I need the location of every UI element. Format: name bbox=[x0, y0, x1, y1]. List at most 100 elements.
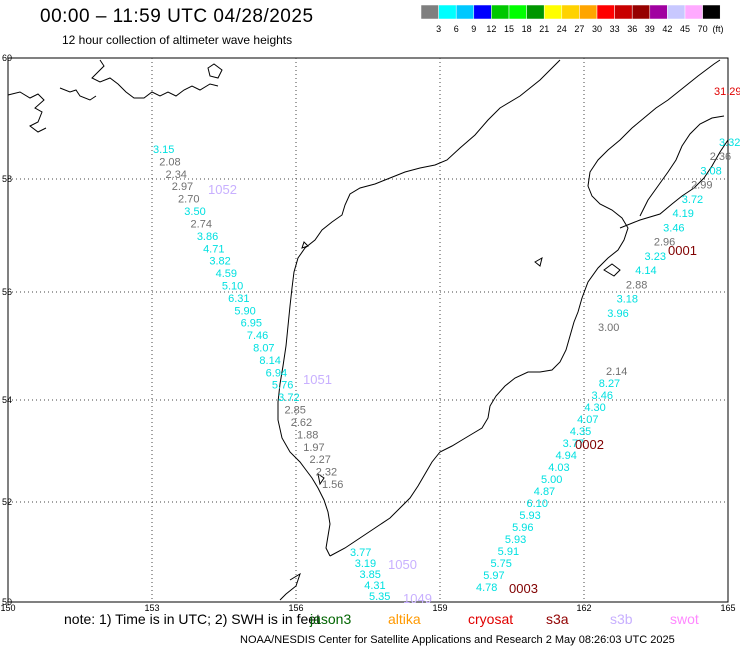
wave-height-label: 2.32 bbox=[316, 467, 337, 479]
wave-height-label: 3.00 bbox=[598, 322, 619, 334]
wave-height-label: 1.88 bbox=[297, 429, 318, 441]
satellite-jason3: jason3 bbox=[310, 611, 352, 627]
wave-height-label: 2.27 bbox=[309, 454, 330, 466]
wave-height-label: 8.27 bbox=[599, 378, 620, 390]
wave-height-label: 3.85 bbox=[360, 569, 381, 581]
lat-label: 52 bbox=[2, 497, 12, 507]
note-text: note: 1) Time is in UTC; 2) SWH is in fe… bbox=[64, 611, 320, 627]
wave-height-label: 5.90 bbox=[234, 305, 255, 317]
track-id: 1050 bbox=[388, 557, 417, 572]
wave-height-label: 4.35 bbox=[570, 426, 591, 438]
satellite-s3b: s3b bbox=[610, 611, 633, 627]
wave-height-label: 4.19 bbox=[672, 208, 693, 220]
legend-label: 27 bbox=[574, 24, 584, 34]
lat-label: 58 bbox=[2, 174, 12, 184]
wave-height-label: 5.00 bbox=[541, 474, 562, 486]
wave-height-label: 2.88 bbox=[626, 279, 647, 291]
legend-label: 42 bbox=[662, 24, 672, 34]
wave-height-label: 1.97 bbox=[303, 442, 324, 454]
wave-height-label: 2.96 bbox=[654, 237, 675, 249]
satellite-s3a: s3a bbox=[546, 611, 569, 627]
wave-height-label: 8.14 bbox=[259, 355, 280, 367]
track-id: 1049 bbox=[403, 591, 432, 606]
track-ids: 1052 1051 1050 1049 0001 0002 0003 bbox=[208, 182, 697, 606]
wave-height-label: 3.19 bbox=[355, 558, 376, 570]
legend-label: 30 bbox=[592, 24, 602, 34]
wave-height-label: 4.03 bbox=[548, 462, 569, 474]
wave-height-label: 3.46 bbox=[592, 390, 613, 402]
lat-label: 54 bbox=[2, 395, 12, 405]
legend-label: 12 bbox=[486, 24, 496, 34]
wave-height-label: 2.62 bbox=[291, 417, 312, 429]
wave-height-label: 5.10 bbox=[222, 280, 243, 292]
track-id: 0002 bbox=[575, 437, 604, 452]
wave-height-label: 3.96 bbox=[607, 308, 628, 320]
wave-height-label: 2.97 bbox=[172, 181, 193, 193]
wave-height-label: 8.07 bbox=[253, 343, 274, 355]
wave-height-label: 2.08 bbox=[159, 156, 180, 168]
wave-height-label: 3.32 bbox=[719, 137, 740, 149]
lat-label: 50 bbox=[2, 597, 12, 607]
wave-height-label: 3.18 bbox=[617, 294, 638, 306]
satellite-legend: jason3 altika cryosat s3a s3b swot bbox=[0, 611, 740, 631]
coastline bbox=[7, 59, 729, 601]
map-subtitle: 12 hour collection of altimeter wave hei… bbox=[62, 33, 293, 47]
wave-height-label: 7.46 bbox=[247, 330, 268, 342]
track-id: 1051 bbox=[303, 372, 332, 387]
wave-height-label: 1.56 bbox=[322, 479, 343, 491]
legend-label: 70 bbox=[698, 24, 708, 34]
wave-height-label: 2.36 bbox=[710, 151, 731, 163]
wave-height-label: 3.08 bbox=[700, 165, 721, 177]
graticule bbox=[8, 58, 728, 602]
wave-height-label: 6.31 bbox=[228, 293, 249, 305]
legend-swatch bbox=[702, 5, 721, 20]
track-id: 1052 bbox=[208, 182, 237, 197]
legend-label: 18 bbox=[522, 24, 532, 34]
satellite-cryosat: cryosat bbox=[468, 611, 514, 627]
wave-height-label: 2.70 bbox=[178, 194, 199, 206]
legend-label: 45 bbox=[680, 24, 690, 34]
color-legend: 3 6 9 12 15 18 21 24 27 30 33 36 39 42 45 70 (ft) bbox=[421, 5, 724, 34]
wave-height-label: 4.31 bbox=[364, 580, 385, 592]
track-values: 3.152.082.342.972.703.502.743.864.713.82… bbox=[153, 137, 740, 603]
lon-label: 162 bbox=[576, 603, 591, 613]
wave-height-label: 6.95 bbox=[241, 318, 262, 330]
track-id: 0001 bbox=[668, 243, 697, 258]
wave-height-label: 4.59 bbox=[216, 268, 237, 280]
wave-height-label: 2.99 bbox=[691, 180, 712, 192]
wave-height-label: 4.87 bbox=[534, 486, 555, 498]
lat-label: 56 bbox=[2, 287, 12, 297]
wave-height-label: 5.97 bbox=[483, 570, 504, 582]
lat-label: 60 bbox=[2, 53, 12, 63]
track-id: 0003 bbox=[509, 581, 538, 596]
wave-height-label: 3.46 bbox=[663, 222, 684, 234]
wave-height-label: 2.34 bbox=[166, 169, 187, 181]
axis-labels: 150 153 156 159 162 165 60 58 56 54 52 50 bbox=[0, 53, 735, 613]
wave-height-label: 4.71 bbox=[203, 243, 224, 255]
footer-credit: NOAA/NESDIS Center for Satellite Applica… bbox=[240, 634, 675, 646]
legend-unit: (ft) bbox=[713, 24, 724, 34]
wave-height-label: 3.72 bbox=[278, 392, 299, 404]
legend-label: 6 bbox=[454, 24, 459, 34]
legend-label: 3 bbox=[436, 24, 441, 34]
lon-label: 150 bbox=[0, 603, 15, 613]
wave-height-label: 6.10 bbox=[527, 498, 548, 510]
wave-height-label: 3.50 bbox=[184, 206, 205, 218]
legend-label: 24 bbox=[557, 24, 567, 34]
lon-label: 159 bbox=[432, 603, 447, 613]
wave-height-label: 5.75 bbox=[490, 558, 511, 570]
lon-label: 156 bbox=[288, 603, 303, 613]
wave-height-label: 5.76 bbox=[272, 380, 293, 392]
wave-height-label: 3.82 bbox=[209, 256, 230, 268]
wave-height-label: 4.14 bbox=[635, 265, 656, 277]
wave-height-label: 4.78 bbox=[476, 582, 497, 594]
map-title: 00:00 – 11:59 UTC 04/28/2025 bbox=[40, 6, 314, 27]
wave-height-label: 3.77 bbox=[563, 438, 584, 450]
wave-height-label: 3.15 bbox=[153, 144, 174, 156]
wave-height-label: 6.94 bbox=[266, 367, 287, 379]
legend-label: 21 bbox=[539, 24, 549, 34]
map-frame bbox=[7, 57, 729, 603]
lon-label: 153 bbox=[144, 603, 159, 613]
wave-height-label: 3.23 bbox=[645, 251, 666, 263]
